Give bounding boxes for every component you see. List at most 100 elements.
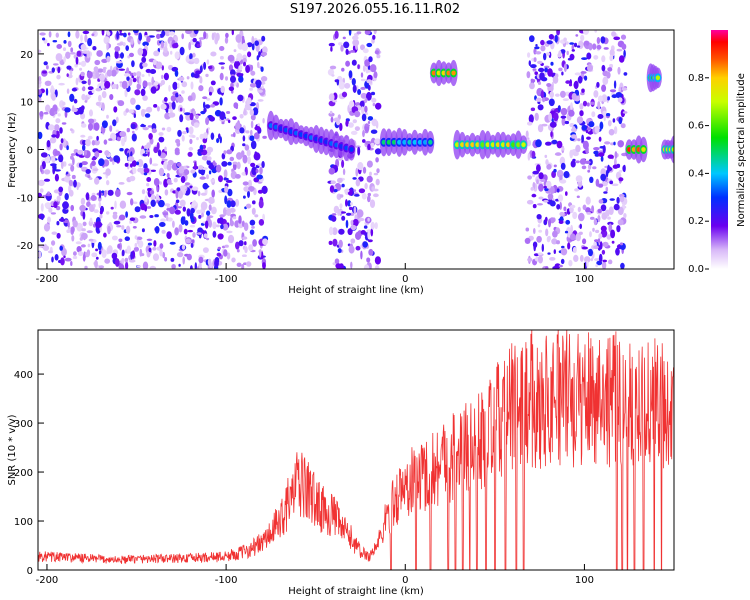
spectrogram-noise-blob (535, 51, 542, 55)
spectrogram-noise-blob (260, 66, 264, 72)
spectrogram-noise-blob (371, 118, 378, 127)
spectrogram-noise-blob (144, 195, 148, 203)
spectrogram-noise-blob (538, 255, 543, 264)
spectrogram-noise-blob (245, 167, 248, 176)
spectrogram-noise-blob (95, 87, 102, 92)
spectrogram-noise-blob (618, 86, 621, 94)
spectrogram-feature-peak (402, 139, 407, 145)
spectrogram-noise-blob (203, 31, 207, 39)
spectrogram-noise-blob (96, 50, 103, 57)
spectrogram-noise-blob (535, 44, 538, 47)
spectrogram-noise-blob (579, 158, 587, 165)
spectrogram-noise-blob (597, 183, 604, 188)
spectrogram-noise-blob (593, 55, 599, 60)
spectrogram-noise-blob (333, 189, 338, 193)
spectrogram-noise-blob (371, 97, 377, 103)
spectrogram-noise-blob (175, 138, 181, 144)
spectrogram-noise-blob (367, 65, 371, 70)
spectrogram-noise-blob (173, 177, 178, 183)
spectrogram-noise-blob (148, 247, 152, 253)
spectrogram-noise-blob (341, 183, 345, 188)
spectrogram-feature-peak (339, 144, 344, 149)
spectrogram-noise-blob (179, 185, 187, 190)
spectrogram-noise-blob (150, 169, 156, 172)
spectrogram-noise-blob (47, 42, 50, 47)
spectrogram-noise-blob (88, 118, 95, 124)
spectrogram-noise-blob (572, 151, 579, 157)
spectrogram-noise-blob (212, 160, 216, 166)
spectrogram-noise-blob (232, 161, 238, 165)
spectrogram-noise-blob (43, 169, 51, 175)
spectrogram-noise-blob (69, 70, 73, 76)
spectrogram-noise-blob (189, 185, 193, 189)
spectrogram-noise-blob (374, 138, 381, 145)
spectrogram-noise-blob (104, 258, 111, 264)
spectrogram-noise-blob (362, 241, 369, 248)
spectrogram-x-tick-label: -200 (36, 274, 59, 285)
spectrogram-noise-blob (601, 94, 608, 103)
spectrogram-noise-blob (87, 86, 94, 91)
spectrogram-noise-blob (159, 249, 163, 257)
spectrogram-noise-blob (341, 91, 348, 98)
spectrogram-noise-blob (206, 59, 210, 65)
spectrogram-noise-blob (70, 261, 73, 266)
spectrogram-noise-blob (198, 214, 202, 219)
spectrogram-noise-blob (125, 211, 128, 218)
spectrogram-noise-blob (361, 193, 367, 200)
spectrogram-noise-blob (602, 76, 609, 86)
spectrogram-noise-blob (94, 59, 101, 66)
spectrogram-noise-blob (579, 110, 584, 117)
spectrogram-noise-blob (185, 30, 192, 35)
spectrogram-noise-blob (131, 133, 137, 142)
spectrogram-feature-peak (381, 139, 386, 145)
spectrogram-noise-blob (621, 87, 628, 91)
spectrogram-noise-blob (103, 139, 108, 145)
spectrogram-noise-blob (528, 114, 534, 124)
spectrogram-y-tick-label: 20 (20, 50, 33, 61)
spectrogram-noise-blob (601, 261, 607, 269)
spectrogram-noise-blob (612, 164, 619, 169)
spectrogram-noise-blob (588, 248, 593, 257)
spectrogram-noise-blob (177, 82, 180, 89)
spectrogram-noise-blob (354, 126, 360, 131)
spectrogram-noise-blob (43, 178, 51, 182)
spectrogram-noise-blob (618, 170, 623, 173)
spectrogram-noise-blob (620, 34, 627, 40)
spectrogram-noise-blob (548, 34, 555, 40)
spectrogram-noise-blob (556, 204, 561, 210)
spectrogram-noise-blob (146, 206, 152, 209)
spectrogram-noise-blob (211, 32, 215, 41)
spectrogram-noise-blob (41, 161, 46, 170)
spectrogram-noise-blob (550, 131, 553, 138)
spectrogram-noise-blob (172, 43, 179, 49)
spectrogram-noise-blob (208, 164, 215, 170)
spectrogram-noise-blob (365, 124, 370, 127)
spectrogram-noise-blob (136, 265, 141, 268)
spectrogram-noise-blob (328, 112, 335, 117)
spectrogram-noise-blob (53, 164, 57, 171)
spectrogram-noise-blob (116, 225, 122, 228)
spectrogram-noise-blob (236, 72, 242, 77)
spectrogram-noise-blob (188, 126, 194, 135)
spectrogram-noise-blob (572, 246, 577, 254)
spectrogram-noise-blob (78, 155, 85, 158)
spectrogram-noise-blob (191, 52, 196, 58)
spectrogram-noise-blob (69, 93, 75, 102)
spectrogram-noise-blob (160, 79, 166, 86)
spectrogram-noise-blob (530, 78, 534, 83)
colorbar-tick-label: 0.0 (688, 264, 704, 275)
spectrogram-noise-blob (543, 52, 547, 61)
spectrogram-noise-blob (617, 206, 624, 216)
spectrogram-noise-blob (98, 201, 102, 209)
spectrogram-noise-blob (168, 31, 175, 36)
spectrogram-noise-blob (570, 134, 578, 139)
spectrogram-noise-blob (203, 132, 208, 139)
spectrogram-noise-blob (242, 135, 246, 142)
spectrogram-noise-blob (242, 143, 246, 147)
spectrogram-noise-blob (609, 180, 614, 185)
spectrogram-noise-blob (333, 205, 340, 214)
spectrogram-noise-blob (602, 259, 607, 263)
spectrogram-noise-blob (210, 179, 215, 183)
spectrogram-noise-blob (570, 204, 576, 209)
